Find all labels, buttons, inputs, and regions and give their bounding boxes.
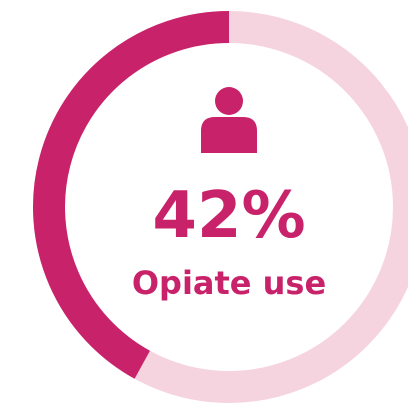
person-icon [201,87,257,153]
metric-label: Opiate use [132,264,326,302]
donut-value-arc [33,11,230,379]
percentage-value: 42% [152,179,305,253]
